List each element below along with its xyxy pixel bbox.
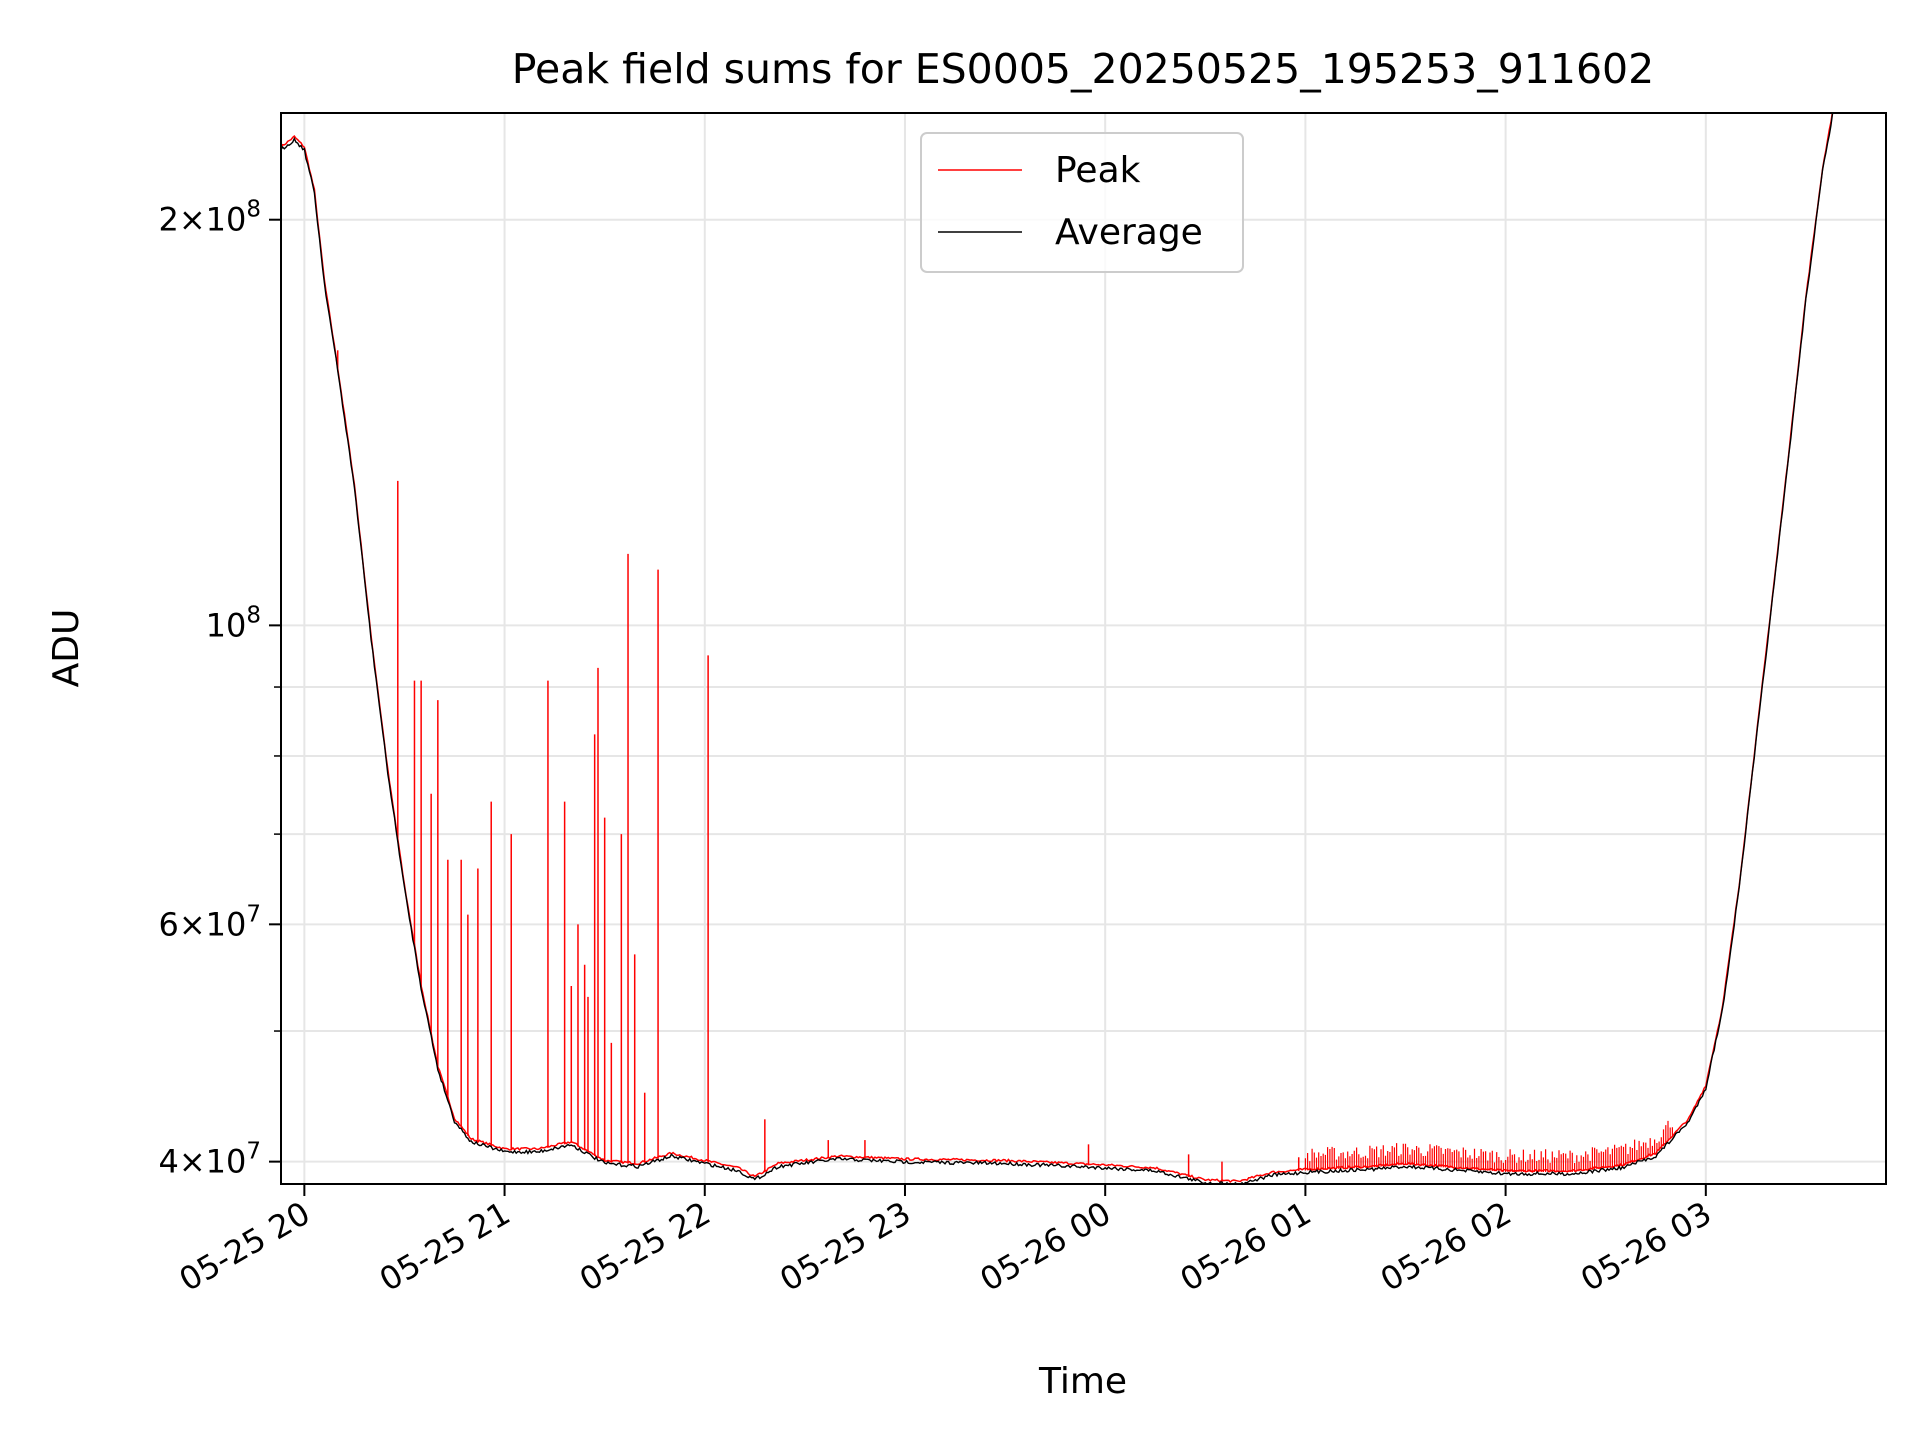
y-tick-label: 108 (206, 602, 261, 644)
y-tick-label: 2×108 (158, 197, 261, 239)
chart-title: Peak field sums for ES0005_20250525_1952… (512, 45, 1654, 93)
y-tick-label: 4×107 (158, 1139, 261, 1181)
y-tick-label: 6×107 (158, 901, 261, 943)
legend-box (920, 132, 1244, 273)
y-axis: 4×107 6×107 108 2×108 (158, 197, 281, 1181)
y-axis-label: ADU (46, 609, 87, 688)
legend-peak-label: Peak (1055, 150, 1141, 191)
legend: Peak Average (920, 132, 1244, 273)
average-series (281, 113, 1834, 1184)
x-axis-label: Time (1038, 1361, 1127, 1402)
average-line (281, 113, 1834, 1184)
peak-noise-band (1304, 1120, 1673, 1172)
plot-area-frame (280, 112, 1887, 1185)
peak-series (281, 113, 1834, 1184)
legend-average-label: Average (1055, 212, 1203, 253)
plot-data (281, 113, 1834, 1184)
